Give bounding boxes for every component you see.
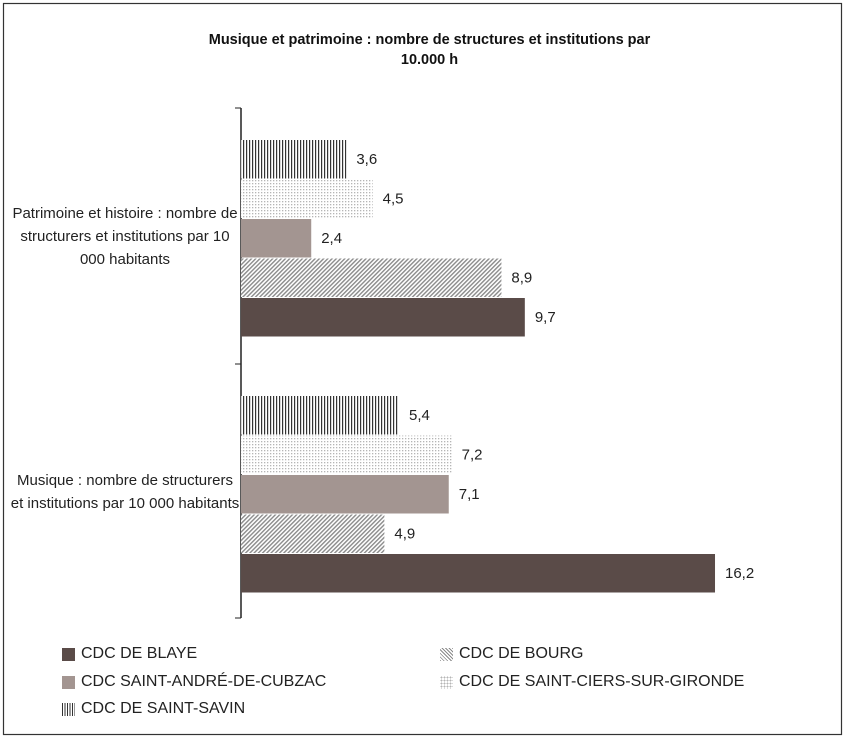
data-label: 8,9	[511, 270, 532, 287]
legend-swatch	[440, 647, 453, 661]
legend-swatch	[62, 702, 75, 716]
data-label: 5,4	[409, 407, 430, 424]
legend-label: CDC SAINT-ANDRÉ-DE-CUBZAC	[81, 673, 327, 690]
legend-entry: CDC DE SAINT-CIERS-SUR-GIRONDE	[440, 673, 744, 691]
legend-label: CDC DE SAINT-CIERS-SUR-GIRONDE	[459, 673, 745, 690]
bar	[241, 396, 400, 435]
bar	[241, 475, 449, 514]
data-label: 7,2	[462, 447, 483, 464]
legend-entry: CDC DE SAINT-SAVIN	[62, 700, 245, 718]
legend-entry: CDC DE BLAYE	[62, 645, 197, 663]
data-label: 16,2	[725, 565, 754, 582]
bar	[241, 179, 373, 218]
legend-swatch	[440, 675, 453, 689]
legend-label: CDC DE SAINT-SAVIN	[81, 700, 246, 717]
chart-title: Musique et patrimoine : nombre de struct…	[208, 32, 651, 68]
category-label: Musique : nombre de structurers et insti…	[10, 472, 240, 512]
bar	[241, 435, 452, 474]
data-label: 9,7	[535, 309, 556, 326]
category-label: Patrimoine et histoire : nombre de struc…	[12, 204, 238, 268]
bar	[241, 554, 716, 593]
data-label: 7,1	[459, 486, 480, 503]
data-label: 4,5	[383, 191, 404, 208]
bar	[241, 219, 312, 258]
bar	[241, 258, 502, 297]
legend-entry: CDC DE BOURG	[440, 645, 583, 663]
bar	[241, 140, 347, 179]
data-label: 3,6	[356, 151, 377, 168]
legend-entry: CDC SAINT-ANDRÉ-DE-CUBZAC	[62, 673, 326, 691]
data-label: 4,9	[394, 526, 415, 543]
legend-swatch	[62, 647, 75, 661]
bar	[241, 514, 385, 553]
legend-swatch	[62, 675, 75, 689]
bar	[241, 298, 525, 337]
data-label: 2,4	[321, 230, 342, 247]
legend-label: CDC DE BLAYE	[81, 645, 198, 662]
legend-label: CDC DE BOURG	[459, 645, 584, 662]
